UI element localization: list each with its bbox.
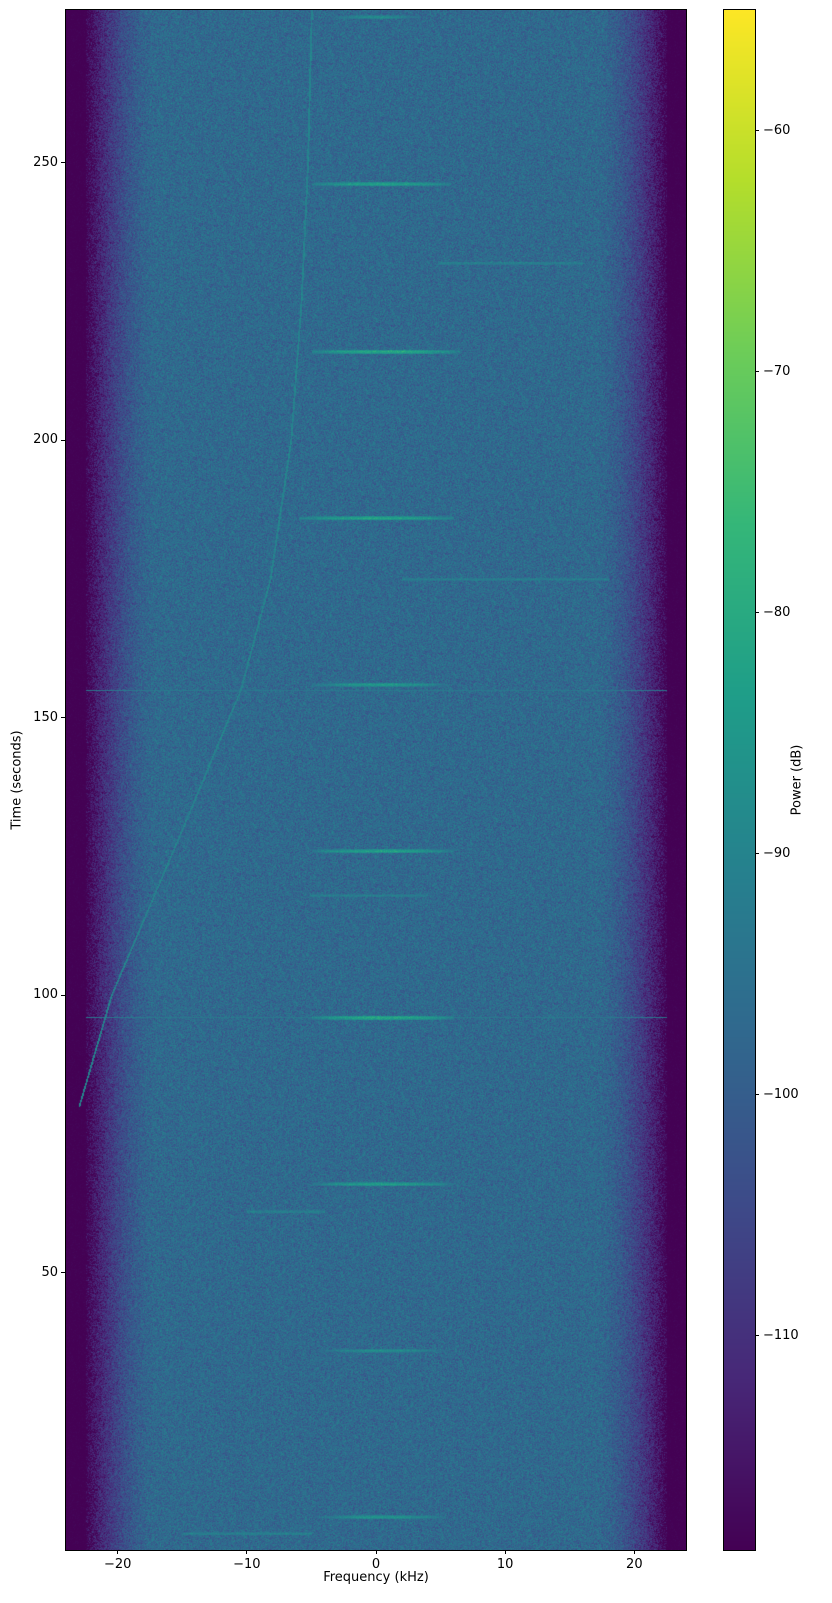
colorbar-label: Power (dB) (789, 744, 805, 816)
x-tick-label: −10 (233, 1557, 261, 1572)
colorbar-tick (755, 130, 759, 131)
colorbar-tick (755, 1335, 759, 1336)
colorbar-tick-label: −70 (763, 363, 791, 379)
y-tick (61, 717, 65, 719)
colorbar-tick (755, 853, 759, 854)
colorbar-tick (755, 371, 759, 372)
y-tick (61, 162, 65, 164)
y-tick (61, 994, 65, 996)
colorbar-frame (723, 9, 756, 1551)
colorbar-tick-label: −60 (763, 122, 791, 138)
y-tick-label: 150 (33, 709, 58, 725)
y-tick-label: 200 (33, 432, 58, 448)
y-tick-label: 100 (33, 987, 58, 1003)
x-tick-label: 10 (496, 1557, 514, 1572)
y-axis-label: Time (seconds) (9, 730, 25, 830)
spectrogram-plot-area (65, 9, 687, 1551)
colorbar-tick (755, 612, 759, 613)
x-tick (246, 1550, 248, 1554)
x-tick-label: −20 (103, 1557, 132, 1572)
colorbar-tick-label: −90 (763, 845, 791, 861)
colorbar-tick (755, 1094, 759, 1095)
colorbar-gradient (724, 10, 755, 1550)
x-tick-label: 0 (371, 1557, 381, 1572)
y-tick-label: 50 (41, 1264, 58, 1280)
x-tick-label: 20 (626, 1557, 643, 1572)
x-axis-label: Frequency (kHz) (323, 1570, 429, 1585)
colorbar-tick-label: −100 (763, 1086, 799, 1102)
colorbar-tick-label: −110 (763, 1327, 799, 1343)
spectrogram-heatmap (66, 10, 686, 1550)
x-tick (504, 1550, 506, 1554)
colorbar (723, 9, 756, 1551)
y-tick-label: 250 (33, 154, 58, 170)
y-tick (61, 1272, 65, 1274)
x-tick (633, 1550, 635, 1554)
x-tick (375, 1550, 377, 1554)
colorbar-tick-label: −80 (763, 604, 791, 620)
x-tick (117, 1550, 119, 1554)
y-tick (61, 439, 65, 441)
